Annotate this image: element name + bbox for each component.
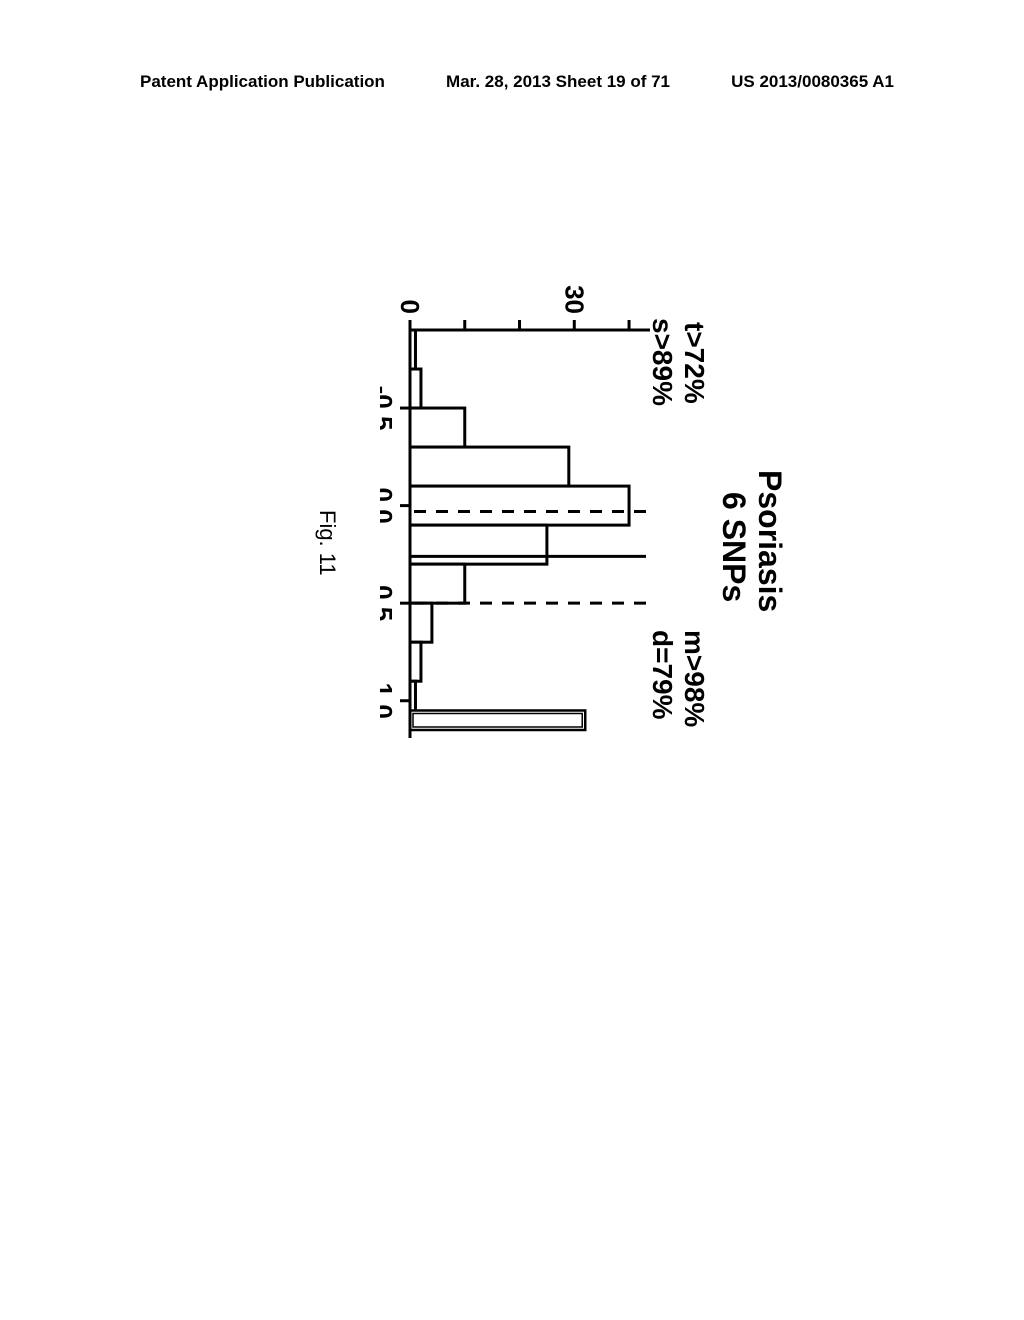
svg-text:30: 30	[559, 285, 589, 314]
svg-text:1.0: 1.0	[380, 683, 398, 719]
rotated-figure: Psoriasis 6 SNPs t>72% s>89% m>98% d=79%…	[260, 260, 780, 820]
header-right: US 2013/0080365 A1	[731, 72, 894, 92]
svg-text:0: 0	[395, 300, 425, 314]
svg-text:-0.5: -0.5	[380, 386, 398, 431]
figure-caption: Fig. 11	[314, 510, 340, 576]
svg-text:0.5: 0.5	[380, 585, 398, 621]
chart-title-line1: Psoriasis	[751, 470, 788, 612]
header-left: Patent Application Publication	[140, 72, 385, 92]
svg-text:0.0: 0.0	[380, 488, 398, 524]
header-middle: Mar. 28, 2013 Sheet 19 of 71	[446, 72, 670, 92]
figure-container: Psoriasis 6 SNPs t>72% s>89% m>98% d=79%…	[260, 260, 780, 820]
chart-title-line2: 6 SNPs	[715, 492, 752, 602]
histogram-chart: -0.5 0.0 0.5 1.0 0 30	[380, 260, 720, 820]
